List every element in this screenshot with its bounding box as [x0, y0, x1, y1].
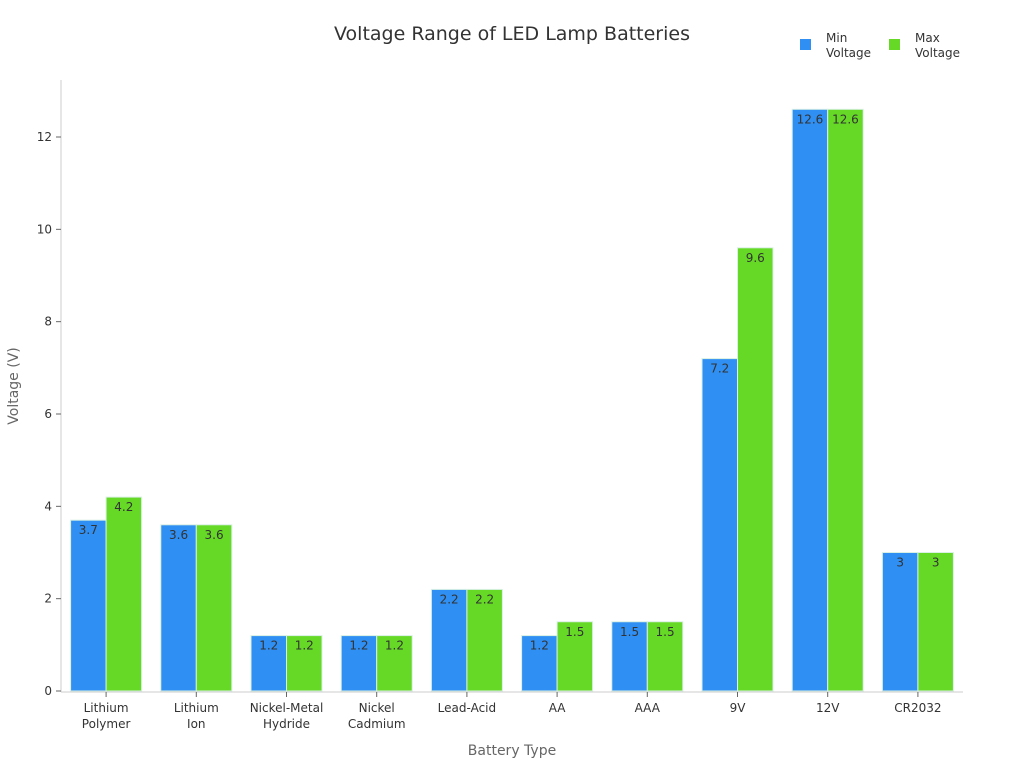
x-tick-label: AAA	[635, 701, 661, 715]
x-tick-label: AA	[549, 701, 567, 715]
y-tick-label: 12	[37, 130, 52, 144]
data-label: 3.7	[79, 523, 98, 537]
bar-min	[521, 635, 558, 692]
bar-min	[611, 621, 648, 692]
bar-max	[827, 108, 864, 692]
legend-label: Max	[915, 31, 940, 45]
data-label: 1.5	[565, 625, 584, 639]
y-axis-label: Voltage (V)	[6, 347, 22, 424]
data-label: 7.2	[710, 362, 729, 376]
data-label: 12.6	[797, 112, 824, 126]
data-label: 3	[932, 556, 940, 570]
x-tick-label: Nickel	[359, 701, 395, 715]
x-tick-label: Lithium	[174, 701, 219, 715]
bar-max	[286, 635, 323, 692]
data-label: 2.2	[440, 592, 459, 606]
data-label: 1.2	[259, 639, 278, 653]
data-label: 3.6	[205, 528, 224, 542]
bar-max	[466, 588, 503, 692]
x-axis-label: Battery Type	[468, 743, 556, 759]
data-label: 3.6	[169, 528, 188, 542]
legend-swatch-max	[889, 39, 900, 50]
data-label: 1.5	[656, 625, 675, 639]
bar-max	[646, 621, 684, 692]
legend-swatch-min	[800, 39, 811, 50]
chart-title: Voltage Range of LED Lamp Batteries	[334, 23, 690, 45]
bar-min	[340, 635, 378, 692]
bar-max	[376, 635, 413, 692]
data-label: 3	[896, 556, 904, 570]
data-label: 1.2	[530, 639, 549, 653]
x-tick-label: Cadmium	[348, 717, 406, 731]
data-label: 2.2	[475, 592, 494, 606]
data-label: 1.2	[349, 639, 368, 653]
data-label: 1.2	[385, 639, 404, 653]
data-label: 1.2	[295, 639, 314, 653]
bar-min	[160, 524, 197, 692]
bar-min	[701, 358, 738, 692]
y-tick-label: 8	[44, 315, 52, 329]
data-label: 12.6	[832, 112, 859, 126]
x-tick-label: Polymer	[82, 717, 131, 731]
bar-max	[556, 621, 594, 692]
x-tick-label: Ion	[187, 717, 206, 731]
bar-min	[881, 552, 919, 692]
data-label: 9.6	[746, 251, 765, 265]
x-tick-label: Lead-Acid	[438, 701, 496, 715]
bar-max	[195, 524, 233, 692]
y-axis-ticks: 0 2 4 6 8 10 12	[37, 130, 61, 698]
legend-label: Voltage	[826, 46, 871, 60]
bar-max	[737, 247, 774, 692]
x-tick-label: Nickel-Metal	[250, 701, 324, 715]
bar-min	[791, 108, 829, 692]
bar-min	[430, 588, 468, 692]
x-tick-label: Hydride	[263, 717, 310, 731]
bars: 3.7 4.2 3.6 3.6 1.2 1.2 1.2 1.2 2.2 2.2 1.2 1.5 1.5 1…	[70, 108, 954, 692]
data-label: 1.5	[620, 625, 639, 639]
data-label: 4.2	[114, 500, 133, 514]
x-tick-label: 12V	[816, 701, 840, 715]
x-tick-label: Lithium	[84, 701, 129, 715]
x-tick-label: CR2032	[894, 701, 941, 715]
x-tick-label: 9V	[730, 701, 747, 715]
y-tick-label: 10	[37, 222, 52, 236]
y-tick-label: 6	[44, 407, 52, 421]
legend-label: Min	[826, 31, 847, 45]
bar-max	[917, 552, 954, 692]
legend-label: Voltage	[915, 46, 960, 60]
y-tick-label: 4	[44, 499, 52, 513]
bar-min	[70, 519, 107, 692]
y-tick-label: 0	[44, 684, 52, 698]
bar-max	[105, 496, 143, 692]
y-tick-label: 2	[44, 592, 52, 606]
x-axis-ticks: Lithium Polymer Lithium Ion Nickel-Metal Hydr…	[82, 692, 942, 731]
